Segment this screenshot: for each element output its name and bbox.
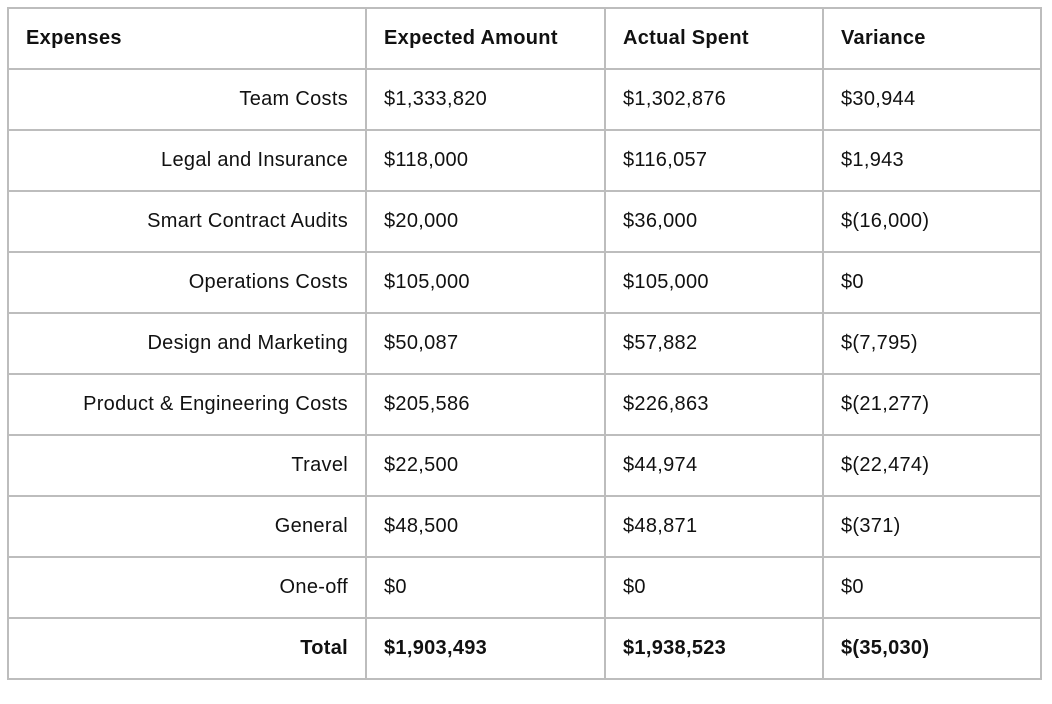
actual-spent: $36,000 xyxy=(604,190,824,253)
table-row: Travel $22,500 $44,974 $(22,474) xyxy=(7,434,1042,497)
expected-amount: $0 xyxy=(365,556,606,619)
actual-spent: $48,871 xyxy=(604,495,824,558)
header-expenses: Expenses xyxy=(7,7,367,70)
table-row: Operations Costs $105,000 $105,000 $0 xyxy=(7,251,1042,314)
total-label: Total xyxy=(7,617,367,680)
table-row: One-off $0 $0 $0 xyxy=(7,556,1042,619)
expected-amount: $118,000 xyxy=(365,129,606,192)
variance: $30,944 xyxy=(822,68,1042,131)
variance: $(371) xyxy=(822,495,1042,558)
expected-amount: $20,000 xyxy=(365,190,606,253)
table-row: Product & Engineering Costs $205,586 $22… xyxy=(7,373,1042,436)
expected-amount: $205,586 xyxy=(365,373,606,436)
expense-label: Legal and Insurance xyxy=(7,129,367,192)
expense-label: Team Costs xyxy=(7,68,367,131)
table-header: Expenses Expected Amount Actual Spent Va… xyxy=(7,7,1042,70)
total-expected-amount: $1,903,493 xyxy=(365,617,606,680)
expense-label: Travel xyxy=(7,434,367,497)
total-actual-spent: $1,938,523 xyxy=(604,617,824,680)
variance: $(7,795) xyxy=(822,312,1042,375)
expense-label: Product & Engineering Costs xyxy=(7,373,367,436)
variance: $(16,000) xyxy=(822,190,1042,253)
table-row: General $48,500 $48,871 $(371) xyxy=(7,495,1042,558)
header-expected-amount: Expected Amount xyxy=(365,7,606,70)
expenses-table: Expenses Expected Amount Actual Spent Va… xyxy=(7,7,1042,680)
actual-spent: $116,057 xyxy=(604,129,824,192)
expected-amount: $50,087 xyxy=(365,312,606,375)
expense-label: Operations Costs xyxy=(7,251,367,314)
expected-amount: $1,333,820 xyxy=(365,68,606,131)
table-row: Team Costs $1,333,820 $1,302,876 $30,944 xyxy=(7,68,1042,131)
actual-spent: $0 xyxy=(604,556,824,619)
actual-spent: $1,302,876 xyxy=(604,68,824,131)
variance: $(21,277) xyxy=(822,373,1042,436)
actual-spent: $105,000 xyxy=(604,251,824,314)
header-row: Expenses Expected Amount Actual Spent Va… xyxy=(7,7,1042,70)
expense-label: General xyxy=(7,495,367,558)
actual-spent: $44,974 xyxy=(604,434,824,497)
variance: $0 xyxy=(822,251,1042,314)
variance: $1,943 xyxy=(822,129,1042,192)
expense-label: One-off xyxy=(7,556,367,619)
expected-amount: $105,000 xyxy=(365,251,606,314)
table-row: Smart Contract Audits $20,000 $36,000 $(… xyxy=(7,190,1042,253)
total-row: Total $1,903,493 $1,938,523 $(35,030) xyxy=(7,617,1042,680)
table-row: Legal and Insurance $118,000 $116,057 $1… xyxy=(7,129,1042,192)
variance: $0 xyxy=(822,556,1042,619)
expected-amount: $22,500 xyxy=(365,434,606,497)
expected-amount: $48,500 xyxy=(365,495,606,558)
actual-spent: $57,882 xyxy=(604,312,824,375)
total-variance: $(35,030) xyxy=(822,617,1042,680)
variance: $(22,474) xyxy=(822,434,1042,497)
header-variance: Variance xyxy=(822,7,1042,70)
expense-label: Design and Marketing xyxy=(7,312,367,375)
table-body: Team Costs $1,333,820 $1,302,876 $30,944… xyxy=(7,68,1042,680)
header-actual-spent: Actual Spent xyxy=(604,7,824,70)
table-row: Design and Marketing $50,087 $57,882 $(7… xyxy=(7,312,1042,375)
actual-spent: $226,863 xyxy=(604,373,824,436)
expense-label: Smart Contract Audits xyxy=(7,190,367,253)
